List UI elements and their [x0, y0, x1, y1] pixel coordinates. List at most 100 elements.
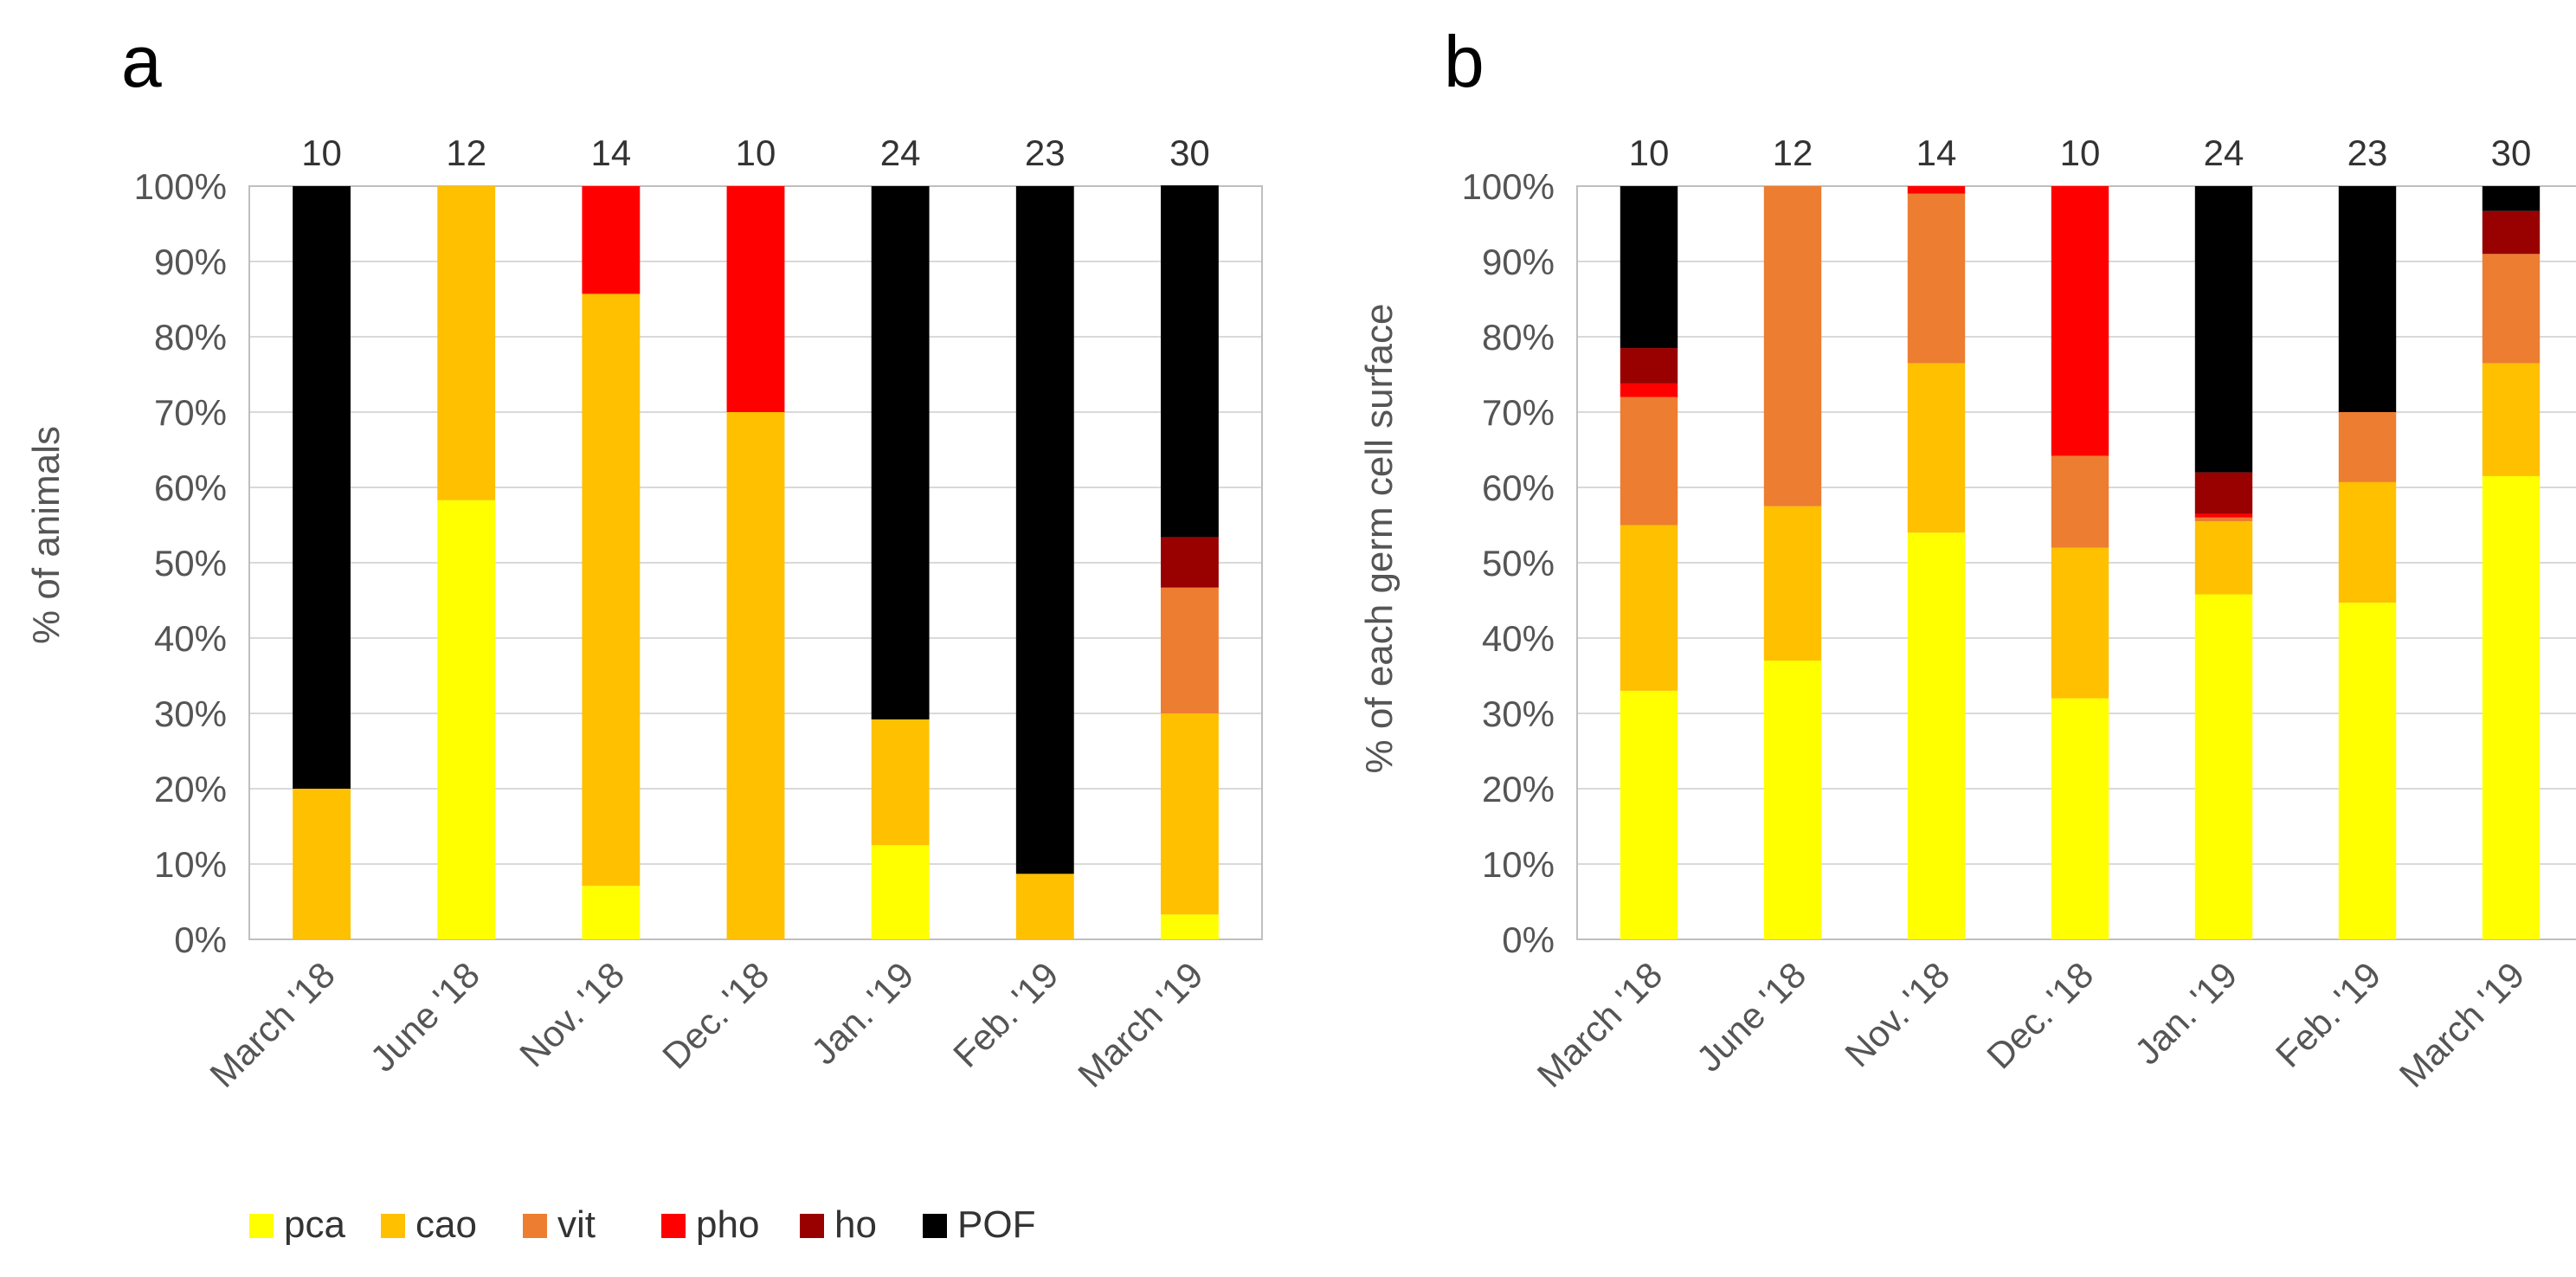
panel-b-sample-count: 10: [2060, 132, 2101, 173]
panel-b-bar-segment-pof: [1620, 186, 1678, 349]
panel-b-y-tick-label: 70%: [1482, 392, 1555, 433]
panel-b-sample-count: 10: [1629, 132, 1670, 173]
legend-label-pca: pca: [284, 1203, 345, 1246]
panel-a-y-tick-label: 20%: [154, 769, 227, 809]
legend-swatch-vit: [523, 1214, 547, 1238]
panel-b-bar-segment-cao: [1620, 525, 1678, 691]
panel-b-y-tick-label: 30%: [1482, 693, 1555, 734]
panel-a-sample-count: 30: [1169, 132, 1210, 173]
panel-a-y-tick-label: 60%: [154, 468, 227, 508]
panel-b-bar-segment-pca: [2194, 594, 2253, 939]
panel-b-y-tick-label: 50%: [1482, 543, 1555, 584]
panel-a-x-tick-label: March '19: [1070, 954, 1211, 1095]
panel-a-sample-count: 12: [446, 132, 486, 173]
panel-b-y-tick-label: 80%: [1482, 317, 1555, 358]
legend-swatch-cao: [381, 1214, 405, 1238]
panel-b-bar-segment-cao: [1907, 363, 1966, 533]
legend-swatch-pof: [923, 1214, 947, 1238]
panel-a-bar-segment-pca: [1161, 914, 1219, 939]
panel-a-x-tick-label: Feb. '19: [945, 954, 1066, 1075]
panel-b-bar-segment-vit: [1763, 186, 1822, 506]
panel-b-bar-segment-pca: [1620, 690, 1678, 939]
panel-b-bar-segment-pho: [1620, 383, 1678, 397]
legend-label-vit: vit: [557, 1203, 596, 1246]
panel-b-y-tick-label: 0%: [1502, 919, 1555, 960]
panel-a-y-tick-label: 80%: [154, 317, 227, 358]
panel-a-y-tick-label: 0%: [174, 919, 227, 960]
legend-swatch-pca: [249, 1214, 274, 1238]
panel-b-bar-segment-cao: [2194, 521, 2253, 595]
panel-a-y-tick-label: 90%: [154, 242, 227, 282]
panel-a-bar-segment-cao: [1161, 713, 1219, 915]
panel-b-bar-segment-cao: [1763, 506, 1822, 661]
panel-b-bar-segment-pof: [2338, 186, 2397, 412]
panel-a-bar-segment-pho: [582, 186, 641, 294]
panel-b-bar-segment-vit: [2051, 455, 2109, 548]
panel-a-bar-segment-pof: [293, 186, 351, 789]
panel-a-bar-segment-vit: [1161, 587, 1219, 713]
panel-b-bar-segment-cao: [2482, 363, 2541, 476]
panel-b-sample-count: 30: [2491, 132, 2532, 173]
panel-b-x-tick-label: Feb. '19: [2268, 954, 2389, 1075]
legend-label-ho: ho: [834, 1203, 877, 1246]
panel-b-x-tick-label: March '18: [1530, 954, 1671, 1095]
legend-label-pof: POF: [957, 1203, 1035, 1246]
panel-a-bar-segment-pca: [871, 845, 930, 939]
chart-panel-b: b % of each germ cell surface 0% 10% 20% 30…: [1358, 21, 2576, 1095]
panel-b-sample-count: 24: [2204, 132, 2244, 173]
panel-b-y-axis-label: % of each germ cell surface: [1358, 304, 1401, 774]
panel-b-x-tick-label: Nov. '18: [1837, 954, 1957, 1074]
panel-b-x-tick-label: June '18: [1689, 954, 1814, 1080]
panel-a-sample-count: 10: [301, 132, 342, 173]
panel-a-sample-count: 10: [736, 132, 776, 173]
panel-a-x-tick-label: June '18: [362, 954, 487, 1080]
panel-b-bar-segment-pof: [2482, 186, 2541, 211]
panel-b-bar-segment-pca: [1763, 661, 1822, 939]
panel-b-bar-segment-pca: [2482, 475, 2541, 939]
panel-a-bar-segment-pca: [582, 886, 641, 939]
panel-b-bar-segment-pca: [2338, 603, 2397, 939]
panel-b-bar-segment-pho: [2051, 186, 2109, 456]
panel-b-y-tick-label: 100%: [1462, 166, 1555, 207]
panel-a-bar-segment-cao: [582, 293, 641, 887]
legend-label-cao: cao: [415, 1203, 477, 1246]
panel-b-bar-segment-vit: [2194, 517, 2253, 522]
panel-b-bar-segment-cao: [2051, 547, 2109, 699]
panel-b-plot-area: 0% 10% 20% 30% 40% 50% 60% 70% 80% 90% 100% 10 March…: [1462, 132, 2576, 1095]
chart-panel-a: a % of animals 0% 10% 20% 30% 40% 50% 60% 70% 80…: [25, 21, 1263, 1095]
panel-a-sample-count: 14: [590, 132, 631, 173]
panel-a-y-axis-label: % of animals: [25, 426, 68, 644]
panel-b-y-tick-label: 10%: [1482, 844, 1555, 885]
panel-b-bar-segment-cao: [2338, 481, 2397, 603]
panel-b-bar-segment-pca: [2051, 698, 2109, 939]
panel-b-letter: b: [1444, 21, 1484, 102]
panel-b-sample-count: 14: [1916, 132, 1957, 173]
panel-b-y-tick-label: 90%: [1482, 242, 1555, 282]
legend: pca cao vit pho ho POF: [249, 1203, 1035, 1246]
panel-b-sample-count: 23: [2347, 132, 2388, 173]
panel-b-bar-segment-vit: [2338, 412, 2397, 482]
panel-a-x-tick-label: Jan. '19: [803, 954, 921, 1072]
panel-b-bar-segment-vit: [2482, 254, 2541, 364]
panel-a-sample-count: 24: [880, 132, 921, 173]
panel-a-bar-segment-pca: [437, 500, 496, 939]
panel-a-bar-segment-cao: [1015, 874, 1074, 939]
panel-a-y-tick-label: 100%: [134, 166, 227, 207]
panel-a-letter: a: [121, 21, 162, 102]
panel-b-bar-segment-ho: [2194, 472, 2253, 514]
panel-a-plot-area: 0% 10% 20% 30% 40% 50% 60% 70% 80% 90% 100% 10 March…: [134, 132, 1263, 1095]
panel-a-y-tick-label: 10%: [154, 844, 227, 885]
panel-a-sample-count: 23: [1025, 132, 1066, 173]
panel-a-bar-segment-pof: [871, 186, 930, 719]
panel-b-bar-segment-pof: [2194, 186, 2253, 473]
panel-a-bar-segment-cao: [293, 789, 351, 939]
panel-a-bar-segment-pof: [1015, 186, 1074, 874]
panel-a-y-tick-label: 50%: [154, 543, 227, 584]
legend-label-pho: pho: [696, 1203, 759, 1246]
panel-a-bar-segment-ho: [1161, 537, 1219, 588]
legend-swatch-pho: [661, 1214, 686, 1238]
panel-a-x-tick-label: Nov. '18: [512, 954, 632, 1074]
panel-b-y-tick-label: 60%: [1482, 468, 1555, 508]
panel-a-bar-segment-cao: [726, 412, 785, 939]
panel-a-y-tick-label: 70%: [154, 392, 227, 433]
